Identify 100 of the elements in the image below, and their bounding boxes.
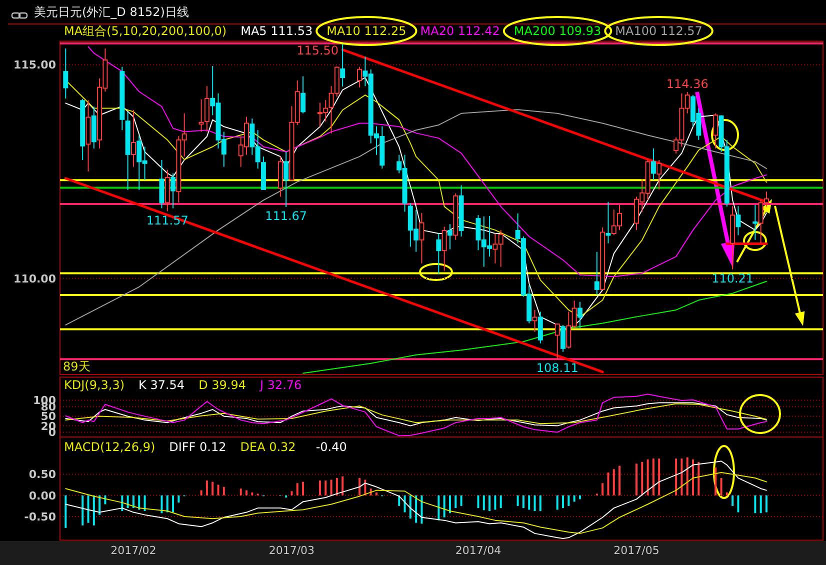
- candlestick: [650, 148, 656, 181]
- y-tick-label: 0.50: [28, 468, 56, 482]
- bar: [138, 495, 140, 510]
- bar: [443, 495, 446, 518]
- candlestick: [594, 251, 600, 296]
- bar: [720, 478, 722, 496]
- bar: [754, 495, 756, 514]
- candlestick: [736, 206, 741, 236]
- y-tick-label: -0.50: [24, 510, 56, 524]
- text: DIFF 0.12: [169, 440, 226, 454]
- bar: [522, 495, 524, 508]
- bar: [454, 495, 457, 508]
- bar: [646, 459, 649, 496]
- candlestick: [532, 309, 538, 332]
- chart-title: KDJ(9,3,3): [64, 378, 125, 392]
- bar: [318, 480, 321, 496]
- y-tick-label: 115.00: [14, 58, 56, 72]
- bar: [641, 462, 644, 496]
- bar: [240, 488, 242, 496]
- bar: [732, 495, 734, 506]
- bar: [415, 495, 418, 523]
- bar: [494, 495, 496, 510]
- bar: [126, 495, 129, 508]
- bar: [516, 495, 519, 506]
- annotation: 115.50: [296, 43, 339, 58]
- chart-subtitle: MA组合(5,10,20,200,100,0): [64, 24, 227, 38]
- bar: [607, 472, 610, 496]
- bar: [460, 495, 462, 506]
- candlestick: [538, 311, 543, 344]
- candlestick: [159, 159, 164, 209]
- bar: [206, 480, 208, 496]
- bar: [87, 495, 90, 523]
- candlestick: [300, 76, 306, 114]
- bar: [612, 469, 615, 496]
- bar: [376, 492, 378, 496]
- bar: [726, 492, 728, 496]
- bar: [573, 495, 576, 502]
- bar: [528, 495, 530, 510]
- bar: [178, 495, 180, 503]
- bar: [64, 495, 67, 528]
- candlestick: [198, 98, 204, 132]
- text: K 37.54: [138, 378, 185, 392]
- annotation: -0.40: [316, 440, 347, 454]
- x-tick-label: 2017/04: [455, 544, 502, 557]
- bar: [556, 495, 558, 510]
- candlestick: [442, 226, 447, 272]
- bar: [482, 495, 485, 510]
- y-tick-label: 110.00: [14, 272, 56, 286]
- chart-title: MACD(12,26,9): [64, 440, 156, 454]
- bar: [448, 495, 451, 514]
- y-tick-label: 0.00: [28, 489, 56, 502]
- candlestick: [130, 109, 136, 168]
- bar: [438, 495, 440, 520]
- candlestick: [419, 212, 424, 264]
- bar: [342, 476, 344, 496]
- line-series: [65, 460, 767, 540]
- bar: [488, 495, 491, 512]
- bar: [737, 495, 740, 512]
- bar: [698, 462, 700, 496]
- bar: [562, 495, 564, 508]
- bar: [166, 495, 168, 512]
- candlestick: [436, 232, 442, 275]
- bar: [251, 492, 254, 496]
- x-tick-label: 2017/02: [110, 544, 156, 557]
- bar: [290, 491, 293, 496]
- annotation: 111.67: [265, 208, 308, 223]
- bar: [92, 495, 95, 526]
- bar: [324, 480, 327, 496]
- text: MA20 112.42: [420, 24, 500, 38]
- bar: [160, 495, 163, 514]
- bar: [635, 464, 638, 496]
- bar: [212, 482, 214, 496]
- text: D 39.94: [198, 378, 246, 392]
- bar: [217, 484, 220, 496]
- bar: [602, 483, 604, 496]
- chart-title: 美元日元(外汇_D 8152)日线: [34, 5, 189, 19]
- annotation: 89天: [63, 360, 90, 374]
- bar: [246, 490, 248, 496]
- bar: [172, 495, 174, 512]
- bar: [336, 478, 338, 496]
- bar: [692, 459, 694, 496]
- candlestick: [606, 201, 611, 244]
- bar: [404, 495, 406, 512]
- bar: [409, 495, 412, 519]
- candlestick: [752, 204, 758, 240]
- bar: [132, 495, 134, 508]
- candlestick: [554, 322, 560, 360]
- bar: [500, 495, 502, 508]
- candlestick: [577, 301, 582, 329]
- bar: [680, 458, 683, 496]
- bar: [82, 495, 84, 526]
- candlestick: [447, 224, 452, 250]
- bar: [144, 495, 146, 512]
- candlestick: [357, 66, 362, 88]
- bar: [714, 467, 717, 496]
- bar: [302, 482, 304, 496]
- annotation: 110.21: [712, 271, 754, 286]
- bar: [477, 495, 480, 508]
- candlestick: [63, 48, 68, 99]
- bar: [330, 480, 332, 496]
